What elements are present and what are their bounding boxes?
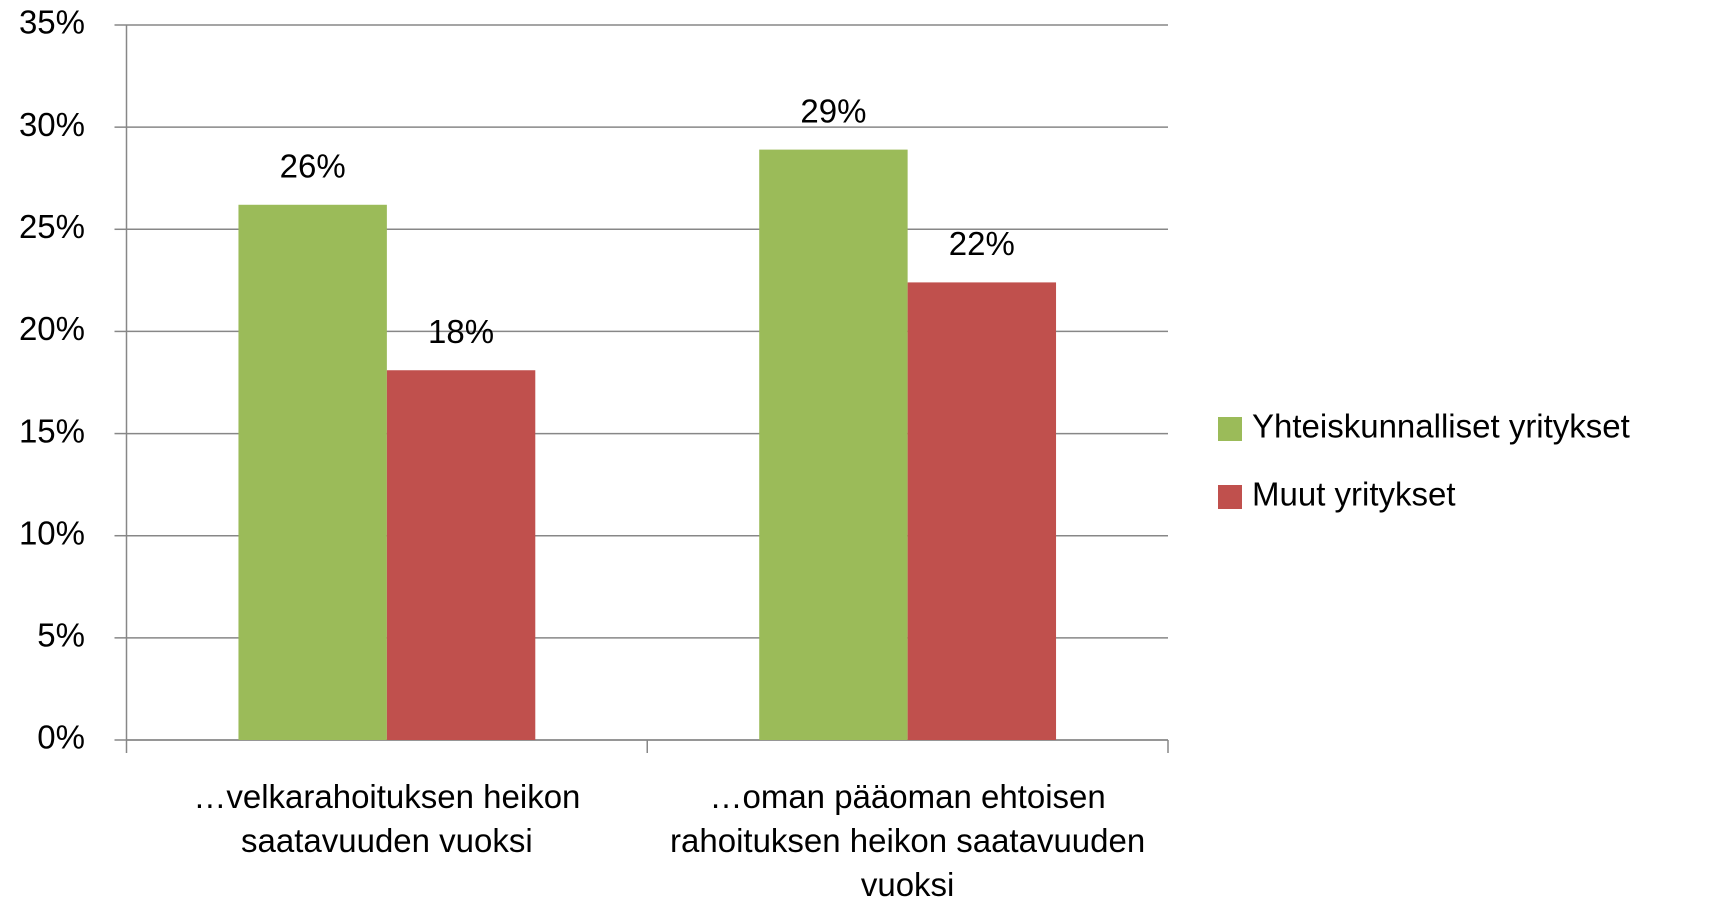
y-tick-label: 15% xyxy=(19,412,85,449)
y-tick-label: 30% xyxy=(19,106,85,143)
bar xyxy=(907,282,1057,740)
bar xyxy=(238,204,387,740)
legend-swatch xyxy=(1218,417,1242,441)
y-tick-label: 20% xyxy=(19,310,85,347)
legend-label: Yhteiskunnalliset yritykset xyxy=(1252,408,1630,445)
data-label: 18% xyxy=(428,313,494,350)
y-tick-label: 10% xyxy=(19,514,85,551)
legend-swatch xyxy=(1218,485,1242,509)
bar xyxy=(386,370,536,740)
y-tick-label: 25% xyxy=(19,208,85,245)
data-label: 29% xyxy=(800,92,866,129)
y-tick-label: 35% xyxy=(19,4,85,41)
data-label: 22% xyxy=(949,225,1015,262)
legend-label: Muut yritykset xyxy=(1252,476,1456,513)
y-tick-label: 5% xyxy=(37,617,85,654)
x-tick-label: …oman pääoman ehtoisen rahoituksen heiko… xyxy=(670,778,1146,903)
bar xyxy=(759,149,908,741)
data-label: 26% xyxy=(280,147,346,184)
y-tick-label: 0% xyxy=(37,719,85,756)
x-tick-label: …velkarahoituksen heikon saatavuuden vuo… xyxy=(193,778,581,859)
